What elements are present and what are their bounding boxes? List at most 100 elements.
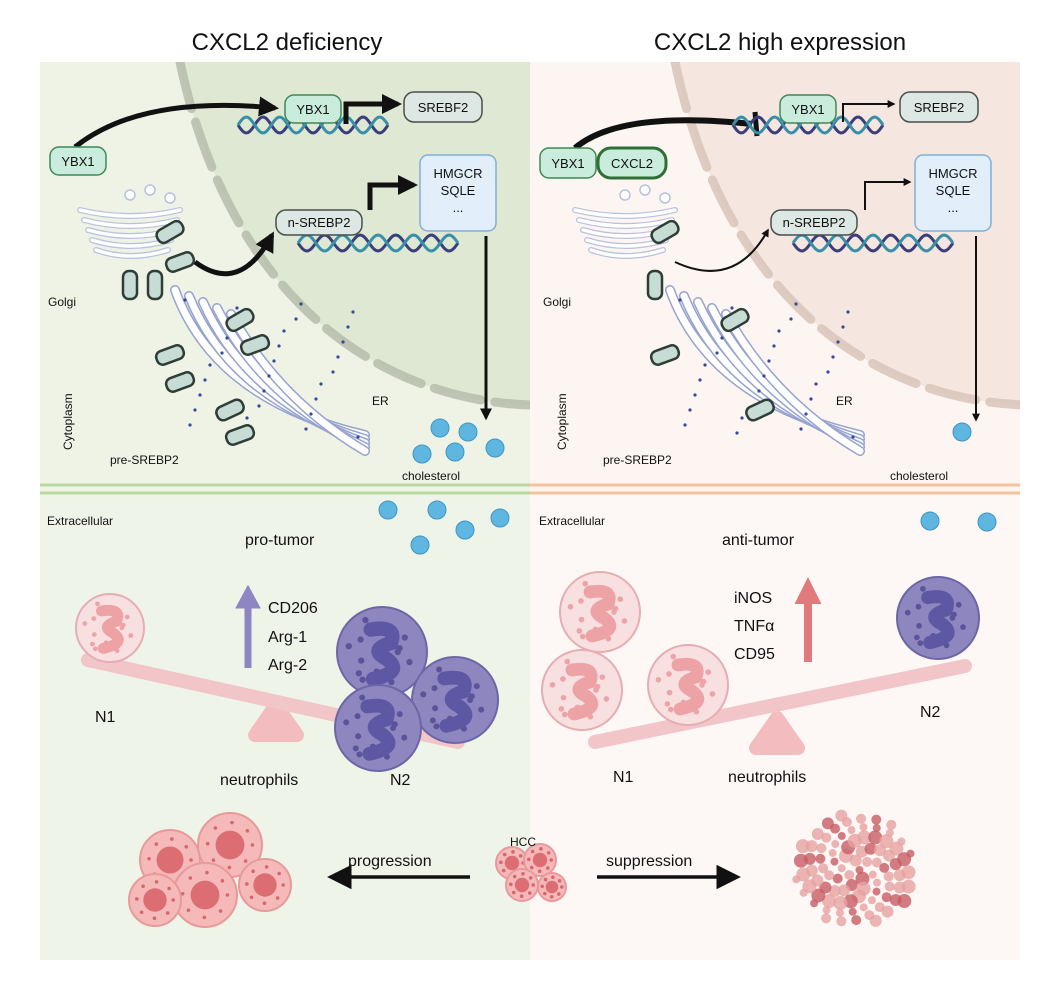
right-nuclear-envelope bbox=[670, 62, 1020, 410]
target-gene-more: ... bbox=[948, 200, 959, 215]
cholesterol-icon bbox=[977, 512, 997, 532]
marker-arg2: Arg-2 bbox=[268, 657, 307, 674]
pre-srebp2-label: pre-SREBP2 bbox=[110, 453, 179, 467]
seesaw-fulcrum bbox=[248, 698, 304, 742]
target-gene-sqle: SQLE bbox=[936, 183, 971, 198]
phenotype-label: anti-tumor bbox=[722, 532, 795, 549]
cholesterol-label: cholesterol bbox=[890, 469, 948, 483]
phenotype-label: pro-tumor bbox=[245, 532, 315, 549]
upregulation-arrow-icon bbox=[235, 584, 261, 668]
suppressed-tumor-icon bbox=[792, 809, 916, 927]
cytoplasm-label: Cytoplasm bbox=[61, 393, 75, 450]
extracellular-label: Extracellular bbox=[539, 514, 605, 528]
ybx1-import-arrow bbox=[73, 96, 279, 149]
n2-label: N2 bbox=[390, 772, 411, 789]
cholesterol-icon bbox=[458, 422, 478, 442]
er-icon bbox=[170, 285, 370, 456]
cholesterol-icon bbox=[455, 520, 475, 540]
n1-neutrophil-icon bbox=[559, 571, 641, 653]
seesaw-beam bbox=[588, 659, 972, 749]
marker-arg1: Arg-1 bbox=[268, 629, 307, 646]
srebp2-protein-icon bbox=[720, 307, 750, 333]
srebp2-protein-icon bbox=[121, 269, 139, 301]
target-gene-hmgcr: HMGCR bbox=[928, 166, 977, 181]
ybx1-nucleus-label: YBX1 bbox=[296, 102, 329, 117]
cholesterol-icon bbox=[410, 535, 430, 555]
srebp2-protein-icon bbox=[164, 371, 196, 393]
target-gene-hmgcr: HMGCR bbox=[433, 166, 482, 181]
ybx1-cytoplasm-label: YBX1 bbox=[61, 154, 94, 169]
right-cell-membrane bbox=[530, 483, 1020, 495]
srebp2-protein-icon bbox=[155, 219, 185, 245]
n1-label: N1 bbox=[613, 769, 634, 786]
cholesterol-icon bbox=[445, 442, 465, 462]
srebp2-protein-icon bbox=[745, 398, 775, 422]
n1-neutrophil-icon bbox=[75, 593, 145, 663]
srebp2-translocation-arrow bbox=[193, 231, 275, 277]
er-label: ER bbox=[372, 394, 389, 408]
cholesterol-icon bbox=[412, 444, 432, 464]
cytoplasm-label: Cytoplasm bbox=[555, 393, 569, 450]
neutrophils-label: neutrophils bbox=[220, 772, 298, 789]
n1-label: N1 bbox=[95, 709, 116, 726]
target-transcription-arrow bbox=[367, 175, 418, 210]
cholesterol-icon bbox=[485, 438, 505, 458]
n2-neutrophil-icon bbox=[411, 656, 499, 744]
srebf2-label: SREBF2 bbox=[914, 100, 965, 115]
left-cell-membrane bbox=[40, 483, 530, 495]
srebp2-protein-icon bbox=[146, 269, 164, 301]
progressed-tumor-icon bbox=[128, 873, 182, 927]
upregulation-arrow-icon bbox=[794, 577, 822, 662]
cholesterol-icon bbox=[378, 500, 398, 520]
n2-neutrophil-icon bbox=[336, 606, 428, 698]
target-gene-more: ... bbox=[453, 200, 464, 215]
ybx1-nucleus-label: YBX1 bbox=[791, 102, 824, 117]
n1-neutrophil-icon bbox=[647, 644, 729, 726]
progressed-tumor-icon bbox=[197, 812, 263, 878]
srebp2-protein-icon bbox=[650, 219, 680, 245]
cholesterol-label: cholesterol bbox=[402, 469, 460, 483]
neutrophils-label: neutrophils bbox=[728, 769, 806, 786]
n2-label: N2 bbox=[920, 704, 941, 721]
srebp2-translocation-arrow bbox=[674, 228, 769, 272]
hcc-label: HCC bbox=[510, 835, 536, 849]
progressed-tumor-icon bbox=[238, 858, 292, 912]
marker-tnfa: TNFα bbox=[734, 618, 774, 635]
srebp2-protein-icon bbox=[154, 344, 186, 366]
srebp2-protein-icon bbox=[649, 344, 681, 366]
srebp2-protein-icon bbox=[164, 251, 196, 273]
srebf2-transcription-arrow bbox=[842, 100, 896, 122]
ybx1-inhibition-line bbox=[573, 117, 753, 151]
srebp2-protein-icon bbox=[225, 307, 255, 333]
progression-label: progression bbox=[348, 853, 432, 870]
hcc-cell-icon bbox=[505, 868, 539, 902]
srebp2-protein-icon bbox=[239, 334, 271, 356]
cholesterol-icon bbox=[952, 422, 972, 442]
left-title: CXCL2 deficiency bbox=[192, 29, 383, 56]
left-panel: YBX1 YBX1 SREBF2 HMGCR SQLE ... n-SREBP2… bbox=[47, 91, 497, 789]
srebf2-transcription-arrow bbox=[343, 94, 402, 124]
srebp2-protein-icon bbox=[215, 398, 245, 422]
golgi-label: Golgi bbox=[48, 295, 76, 309]
hcc-cell-icon bbox=[523, 843, 557, 877]
cholesterol-icon bbox=[920, 511, 940, 531]
er-label: ER bbox=[836, 394, 853, 408]
n2-neutrophil-icon bbox=[334, 684, 422, 772]
srebp2-protein-icon bbox=[224, 424, 256, 446]
marker-inos: iNOS bbox=[734, 590, 772, 607]
suppression-label: suppression bbox=[606, 853, 692, 870]
left-nuclear-envelope bbox=[175, 62, 530, 410]
n2-neutrophil-icon bbox=[896, 576, 980, 660]
ybx1-cytoplasm-label: YBX1 bbox=[551, 156, 584, 171]
seesaw-fulcrum bbox=[749, 711, 805, 755]
target-transcription-arrow bbox=[864, 178, 912, 210]
target-gene-sqle: SQLE bbox=[441, 183, 476, 198]
golgi-label: Golgi bbox=[543, 295, 571, 309]
cxcl2-label: CXCL2 bbox=[611, 156, 653, 171]
hcc-cell-icon bbox=[537, 872, 567, 902]
right-title: CXCL2 high expression bbox=[654, 29, 906, 56]
srebp2-protein-icon bbox=[646, 269, 664, 301]
cholesterol-icon bbox=[427, 500, 447, 520]
right-panel: YBX1 CXCL2 YBX1 SREBF2 HMGCR SQLE ... n-… bbox=[539, 91, 992, 786]
